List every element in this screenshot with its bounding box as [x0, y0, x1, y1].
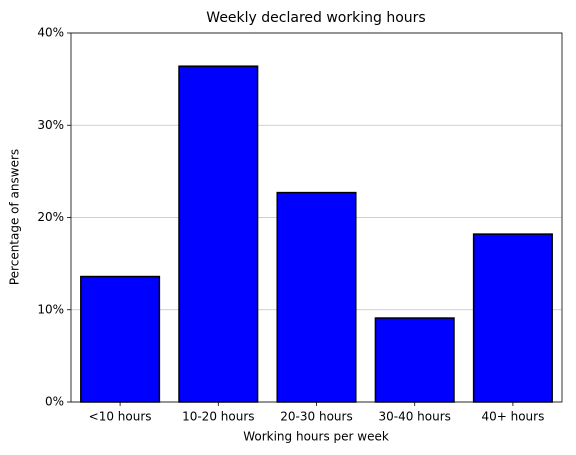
x-tick-label: <10 hours — [89, 410, 152, 424]
y-tick-label: 40% — [37, 26, 64, 40]
x-tick-label: 10-20 hours — [182, 410, 254, 424]
x-tick-label: 40+ hours — [481, 410, 544, 424]
x-axis-label: Working hours per week — [243, 430, 389, 444]
y-tick-label: 0% — [45, 395, 64, 409]
bar — [374, 317, 455, 403]
y-tick-label: 10% — [37, 302, 64, 316]
bar — [276, 191, 357, 403]
plot-frame — [70, 32, 563, 403]
y-axis-label: Percentage of answers — [8, 149, 22, 285]
bar — [80, 275, 161, 403]
chart-title: Weekly declared working hours — [206, 10, 425, 26]
y-tick-label: 30% — [37, 118, 64, 132]
x-tick-label: 30-40 hours — [378, 410, 450, 424]
bar — [472, 233, 553, 403]
y-tick-label: 20% — [37, 210, 64, 224]
bar — [178, 65, 259, 403]
x-tick-label: 20-30 hours — [280, 410, 352, 424]
